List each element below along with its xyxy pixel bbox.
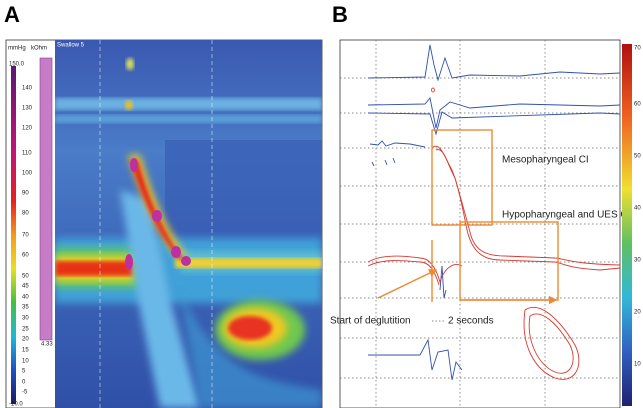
scale-label: 30 [634, 258, 641, 264]
scale-label: 100 [22, 171, 33, 177]
scale-label: 20 [634, 310, 641, 316]
scale-label: 5 [22, 369, 26, 375]
panel-letter: A [4, 2, 20, 27]
scale-label: -10.0 [9, 402, 23, 408]
annotation: Hypopharyngeal and UES CI [502, 210, 630, 221]
colorbar [11, 66, 16, 404]
annotation: Mesopharyngeal CI [502, 155, 589, 166]
scale-label: 120 [22, 126, 33, 132]
scale-label: 30 [22, 316, 29, 322]
scale-label: 40 [634, 206, 641, 212]
scale-label: 35 [22, 305, 29, 311]
scale: 70 60 50 40 30 20 10 [634, 46, 641, 368]
colorbar [622, 44, 632, 406]
scale-label: 60 [634, 102, 641, 108]
scale-label: 70 [634, 46, 641, 52]
impedance-bar [39, 57, 53, 341]
unit-label: mmHg [8, 46, 26, 52]
scale-label: 0 [22, 380, 26, 386]
scale-label: 25 [22, 327, 29, 333]
scale-label: 150.0 [9, 62, 25, 68]
scale-label: 15 [22, 348, 29, 354]
panel-letter: B [332, 2, 348, 27]
scale: 150.014013012011010090807060504540353025… [9, 62, 33, 408]
grid [340, 40, 620, 408]
contours [367, 87, 621, 380]
scale-label: 20 [22, 337, 29, 343]
scale-label: 60 [22, 253, 29, 259]
scale-label: 40 [22, 295, 29, 301]
annotation: Start of deglutition [330, 316, 411, 327]
scale-label: 45 [22, 284, 29, 290]
scale-label: 110 [22, 151, 32, 157]
heatmap: Swallow 5 [55, 40, 322, 408]
recording-label: Swallow 5 [57, 43, 85, 49]
scale-label: 10 [634, 362, 641, 368]
annotation: 2 seconds [448, 316, 494, 327]
scale-label: 130 [22, 106, 33, 112]
scale-label: 50 [634, 154, 641, 160]
impedance-label: 4.33 [41, 342, 53, 348]
scale-label: 140 [22, 86, 33, 92]
scale-label: 10 [22, 359, 29, 365]
annotation-boxes [377, 129, 559, 305]
unit-label: kOhm [31, 46, 47, 52]
scale-label: 70 [22, 233, 29, 239]
scale-label: 50 [22, 274, 29, 280]
scale-label: 90 [22, 191, 29, 197]
scale-label: 80 [22, 211, 29, 217]
scale-label: -5 [22, 390, 28, 396]
